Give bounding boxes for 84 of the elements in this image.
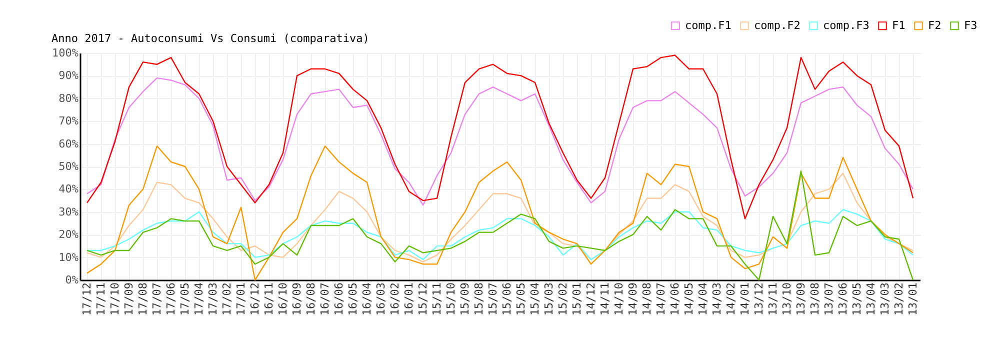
x-tick-label: 17/10 (108, 282, 122, 316)
x-tick-label: 16/03 (374, 282, 388, 316)
y-tick-label: 80% (58, 92, 79, 105)
x-tick-label: 14/01 (738, 282, 752, 316)
x-tick-label: 16/06 (332, 282, 346, 316)
x-tick-label: 15/08 (472, 282, 486, 316)
x-tick-label: 13/07 (822, 282, 836, 316)
line-series (86, 209, 914, 260)
x-tick-label: 15/06 (500, 282, 514, 316)
legend-label: comp.F3 (823, 18, 870, 32)
x-tick-label: 16/04 (360, 282, 374, 316)
line-series (86, 170, 914, 281)
y-tick-label: 30% (58, 205, 79, 218)
x-tick-label: 14/04 (696, 282, 710, 316)
x-tick-label: 17/06 (164, 282, 178, 316)
x-tick-label: 14/03 (710, 282, 724, 316)
y-tick-label: 50% (58, 160, 79, 173)
y-tick-label: 90% (58, 69, 79, 82)
x-tick-label: 13/05 (850, 282, 864, 316)
x-tick-label: 15/03 (542, 282, 556, 316)
x-tick-label: 15/01 (570, 282, 584, 316)
x-tick-label: 17/12 (80, 282, 94, 316)
x-tick-label: 16/10 (276, 282, 290, 316)
x-tick-label: 14/12 (584, 282, 598, 316)
x-tick-label: 14/05 (682, 282, 696, 316)
x-tick-label: 13/12 (752, 282, 766, 316)
x-tick-label: 17/01 (234, 282, 248, 316)
x-tick-label: 16/07 (318, 282, 332, 316)
x-tick-label: 14/02 (724, 282, 738, 316)
y-tick-label: 100% (52, 46, 79, 60)
x-tick-label: 13/02 (892, 282, 906, 316)
y-tick-label: 20% (58, 228, 79, 242)
x-tick-label: 13/10 (780, 282, 794, 316)
x-tick-label: 14/07 (654, 282, 668, 316)
y-tick-label: 40% (58, 182, 79, 196)
x-tick-label: 16/05 (346, 282, 360, 316)
x-tick-label: 16/08 (304, 282, 318, 316)
x-tick-label: 15/04 (528, 282, 542, 316)
x-tick-label: 17/07 (150, 282, 164, 316)
x-tick-label: 17/02 (220, 282, 234, 316)
x-tick-label: 14/11 (598, 282, 612, 316)
x-tick-label: 15/10 (444, 282, 458, 316)
x-tick-label: 13/03 (878, 282, 892, 316)
x-tick-label: 17/09 (122, 282, 136, 316)
x-tick-label: 17/05 (178, 282, 192, 316)
line-series (86, 145, 914, 281)
x-tick-label: 16/12 (248, 282, 262, 316)
x-tick-label: 16/02 (388, 282, 402, 316)
x-tick-label: 17/03 (206, 282, 220, 316)
x-tick-label: 15/11 (430, 282, 444, 316)
legend-label: comp.F2 (754, 18, 800, 32)
x-tick-label: 17/08 (136, 282, 150, 316)
x-tick-label: 13/08 (808, 282, 822, 316)
x-tick-label: 15/05 (514, 282, 528, 316)
x-tick-label: 14/08 (640, 282, 654, 316)
x-tick-label: 14/06 (668, 282, 682, 316)
line-series (86, 172, 914, 262)
x-tick-label: 14/10 (612, 282, 626, 316)
x-tick-label: 15/09 (458, 282, 472, 316)
y-tick-label: 10% (58, 250, 79, 264)
x-tick-label: 13/11 (766, 282, 780, 316)
x-tick-label: 13/06 (836, 282, 850, 316)
x-tick-label: 14/09 (626, 282, 640, 316)
x-tick-label: 15/02 (556, 282, 570, 316)
x-tick-label: 16/09 (290, 282, 304, 316)
y-tick-label: 70% (58, 114, 79, 128)
x-tick-label: 13/04 (864, 282, 878, 316)
x-tick-label: 16/01 (402, 282, 416, 316)
x-tick-label: 13/09 (794, 282, 808, 316)
line-series (86, 54, 914, 220)
x-tick-label: 16/11 (262, 282, 276, 316)
x-tick-label: 15/12 (416, 282, 430, 316)
legend-label: F1 (892, 18, 906, 32)
chart-title: Anno 2017 - Autoconsumi Vs Consumi (comparativa) (52, 32, 370, 45)
legend-label: comp.F1 (685, 18, 732, 32)
y-tick-label: 60% (58, 137, 79, 150)
x-tick-label: 17/04 (192, 282, 206, 316)
x-tick-label: 13/01 (906, 282, 920, 316)
legend-label: F2 (928, 18, 942, 32)
y-tick-label: 0% (65, 274, 79, 286)
line-series (86, 77, 914, 206)
x-tick-label: 15/07 (486, 282, 500, 316)
x-tick-label: 17/11 (94, 282, 108, 316)
legend-label: F3 (964, 18, 978, 32)
